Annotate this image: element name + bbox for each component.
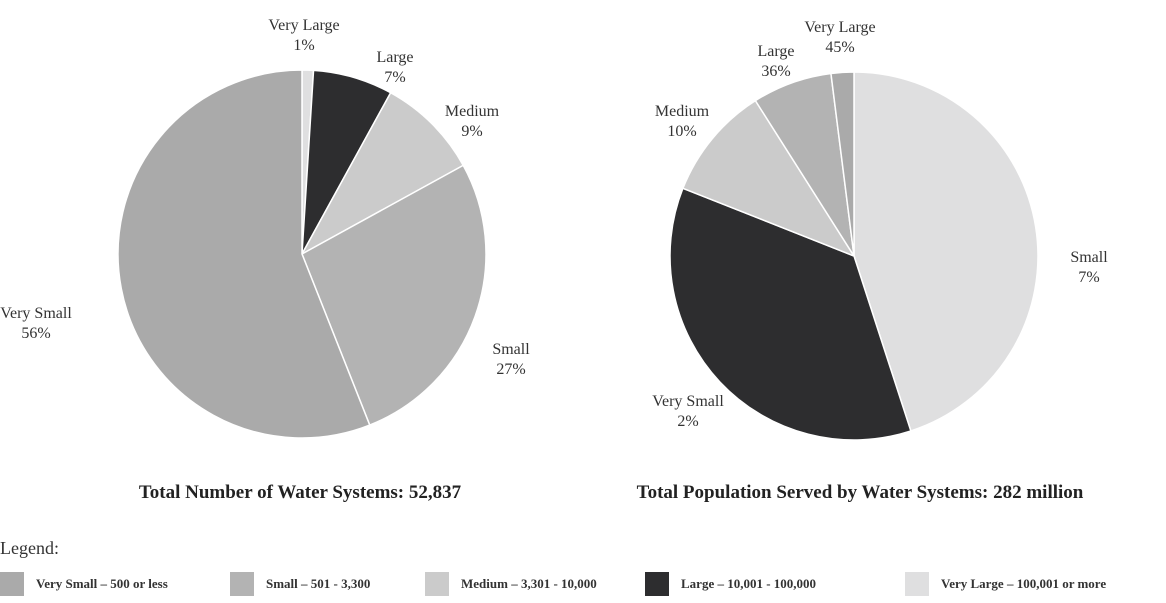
slice-label-very-large: Very Large — [804, 19, 875, 36]
slice-label-small: Small — [1070, 249, 1108, 266]
slice-value-small: 27% — [496, 361, 525, 378]
legend-item-very-large: Very Large – 100,001 or more — [905, 572, 1106, 596]
pie-slice-medium — [300, 91, 465, 256]
slice-value-very-small: 2% — [677, 413, 698, 430]
chart-title-water-systems: Total Number of Water Systems: 52,837 — [138, 482, 462, 503]
slice-value-medium: 10% — [667, 123, 696, 140]
legend-swatch-small — [230, 572, 254, 596]
pie-charts: Very Large 1% Large 7% Medium 9% Small 27% Very … — [0, 17, 1108, 441]
legend-item-very-small: Very Small – 500 or less — [0, 572, 168, 596]
pie-slice-small — [301, 164, 487, 427]
pie-slice-very-small — [830, 71, 855, 257]
pie-slice-very-large — [853, 71, 1039, 432]
slice-label-medium: Medium — [655, 103, 710, 120]
legend-item-large: Large – 10,001 - 100,000 — [645, 572, 816, 596]
legend: Very Small – 500 or less Small – 501 - 3… — [0, 572, 1166, 602]
legend-item-small: Small – 501 - 3,300 — [230, 572, 370, 596]
slice-value-very-large: 45% — [825, 39, 854, 56]
legend-label-medium: Medium – 3,301 - 10,000 — [461, 576, 597, 591]
slice-value-large: 7% — [384, 69, 405, 86]
legend-label-very-large: Very Large – 100,001 or more — [941, 576, 1107, 591]
legend-item-medium: Medium – 3,301 - 10,000 — [425, 572, 597, 596]
pie-slice-medium — [681, 99, 856, 258]
legend-title: Legend: — [0, 538, 59, 558]
pie-slice-very-small — [117, 69, 371, 439]
slice-label-small: Small — [492, 341, 530, 358]
slice-value-medium: 9% — [461, 123, 482, 140]
slice-value-large: 36% — [761, 63, 790, 80]
chart-title-population-served: Total Population Served by Water Systems… — [636, 482, 1084, 503]
slice-value-very-small: 56% — [21, 325, 50, 342]
slice-label-medium: Medium — [445, 103, 500, 120]
slice-label-large: Large — [376, 49, 413, 66]
legend-swatch-medium — [425, 572, 449, 596]
slice-label-very-small: Very Small — [652, 393, 724, 410]
legend-label-small: Small – 501 - 3,300 — [266, 576, 371, 591]
legend-label-very-small: Very Small – 500 or less — [36, 576, 168, 591]
legend-label-large: Large – 10,001 - 100,000 — [681, 576, 817, 591]
pie-chart-population-served: Very Large 45% Large 36% Medium 10% Small 7% Ver… — [652, 19, 1108, 441]
pie-chart-water-systems: Very Large 1% Large 7% Medium 9% Small 27% Very … — [0, 17, 530, 439]
legend-swatch-large — [645, 572, 669, 596]
pie-slice-large — [669, 187, 912, 441]
slice-label-large: Large — [757, 43, 794, 60]
slice-value-very-large: 1% — [293, 37, 314, 54]
legend-swatch-very-small — [0, 572, 24, 596]
legend-swatch-very-large — [905, 572, 929, 596]
slice-label-very-large: Very Large — [268, 17, 339, 34]
slice-label-very-small: Very Small — [0, 305, 72, 322]
slice-value-small: 7% — [1078, 269, 1099, 286]
